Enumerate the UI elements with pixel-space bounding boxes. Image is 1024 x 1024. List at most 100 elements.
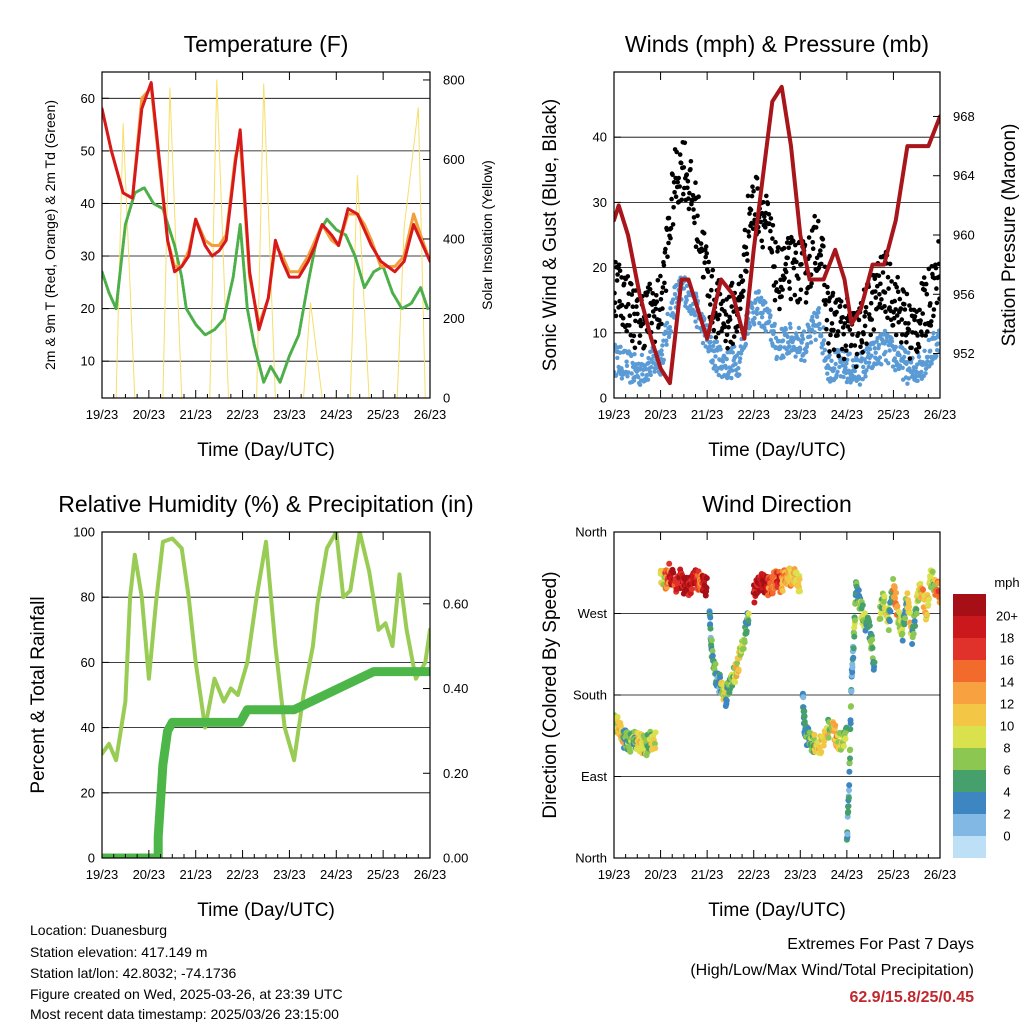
wind-point: [873, 350, 878, 355]
gust-point: [696, 194, 701, 199]
wind-point: [665, 311, 670, 317]
gust-point: [741, 288, 746, 294]
gust-point: [688, 159, 694, 164]
direction-point: [855, 587, 862, 594]
gust-point: [745, 258, 750, 263]
colorbar-label: 16: [1000, 653, 1014, 668]
gust-point: [671, 180, 677, 185]
y-tick-label: 40: [81, 720, 95, 735]
y-tick-label: North: [575, 525, 607, 540]
gust-point: [920, 311, 925, 316]
gust-point: [797, 296, 803, 302]
y2-tick-label: 0.00: [443, 851, 468, 866]
gust-point: [640, 321, 646, 327]
wind-point: [766, 319, 772, 324]
wind-point: [936, 328, 940, 333]
direction-point: [688, 586, 695, 593]
x-tick-label: 25/23: [877, 867, 910, 882]
direction-point: [801, 713, 808, 720]
gust-point: [685, 185, 690, 191]
wind-point: [767, 308, 772, 313]
gust-point: [617, 298, 622, 304]
x-tick-label: 25/23: [877, 407, 910, 422]
gust-point: [627, 313, 633, 319]
gust-point: [729, 304, 734, 309]
direction-point: [825, 734, 832, 741]
direction-point: [796, 576, 803, 583]
x-tick-label: 20/23: [644, 867, 677, 882]
gust-point: [759, 210, 765, 216]
wind-point: [863, 360, 869, 365]
wind-point: [707, 344, 713, 349]
wind-point: [652, 369, 657, 374]
wind-point: [915, 378, 920, 383]
wind-point: [886, 361, 891, 366]
wind-point: [793, 354, 798, 359]
wind-point: [799, 333, 805, 338]
wind-point: [788, 325, 793, 330]
wind-point: [799, 357, 804, 363]
gust-point: [890, 323, 896, 328]
wind-point: [835, 369, 840, 374]
direction-point: [909, 641, 916, 647]
gust-point: [692, 220, 697, 226]
gust-point: [670, 172, 675, 178]
gust-point: [878, 281, 883, 287]
colorbar-label: 0: [1003, 829, 1010, 844]
direction-point: [892, 595, 899, 602]
wind-point: [897, 352, 902, 358]
gust-point: [775, 249, 780, 254]
direction-point: [851, 633, 858, 640]
y-tick-label: 60: [81, 91, 95, 106]
colorbar-swatch: [953, 616, 986, 638]
gust-point: [742, 227, 748, 233]
gust-point: [759, 238, 764, 244]
wind-point: [631, 378, 637, 383]
x-tick-label: 19/23: [86, 867, 119, 882]
direction-point: [666, 560, 673, 567]
y-tick-label: 20: [81, 785, 95, 800]
direction-point: [820, 742, 827, 749]
direction-point: [869, 645, 876, 651]
direction-point: [913, 610, 920, 617]
gust-point: [772, 297, 778, 303]
wind-point: [864, 368, 869, 373]
gust-point: [764, 193, 769, 199]
wind-point: [934, 353, 939, 359]
wind-point: [832, 366, 837, 371]
gust-point: [786, 245, 791, 251]
direction-point: [811, 731, 818, 738]
gust-point: [663, 288, 669, 294]
wind-point: [817, 326, 822, 332]
gust-point: [724, 332, 730, 338]
wind-point: [756, 289, 761, 294]
wind-point: [733, 361, 738, 367]
wind-point: [750, 305, 755, 311]
gust-point: [824, 317, 830, 323]
gust-point: [748, 207, 754, 213]
gust-point: [868, 332, 873, 338]
wind-point: [778, 344, 783, 350]
gust-point: [831, 347, 837, 353]
wind-point: [712, 363, 718, 368]
wind-point: [771, 329, 776, 334]
wind-point: [706, 349, 711, 354]
direction-point: [935, 588, 940, 595]
wind-point: [645, 377, 651, 382]
gust-point: [659, 321, 664, 327]
direction-point: [929, 568, 936, 575]
direction-point: [849, 669, 856, 676]
gust-point: [823, 302, 828, 307]
wind-point: [693, 319, 698, 324]
panel-humidity: 19/23 20/23 21/23 22/23 23/23 24/23 25/23 26/23…: [28, 491, 474, 921]
wind-point: [810, 318, 816, 324]
wind-point: [730, 368, 735, 373]
direction-point: [861, 610, 868, 617]
wind-point: [713, 354, 718, 359]
info-latlon: Station lat/lon: 42.8032; -74.1736: [30, 965, 237, 981]
x-tick-label: 21/23: [691, 407, 724, 422]
y2-tick-label: 952: [953, 346, 975, 361]
gust-point: [632, 345, 638, 351]
x-axis-label: Time (Day/UTC): [708, 900, 846, 921]
gust-point: [760, 244, 765, 250]
